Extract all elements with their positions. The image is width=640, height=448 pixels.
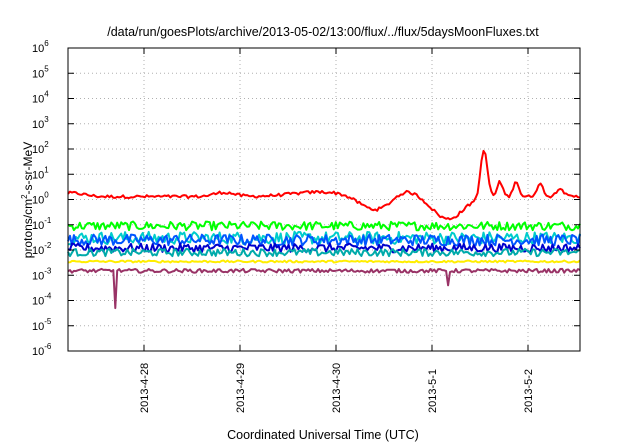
y-tick-exponent: -2 xyxy=(44,241,52,250)
y-tick-label: 10-3 xyxy=(32,266,52,282)
y-tick-exponent: 3 xyxy=(44,115,49,124)
y-tick-exponent: 4 xyxy=(44,90,49,99)
chart-title: /data/run/goesPlots/archive/2013-05-02/1… xyxy=(107,25,539,39)
y-label-prefix: protons/cm xyxy=(21,199,35,258)
y-label-suffix: -s-sr-MeV xyxy=(21,142,35,195)
y-tick-exponent: -6 xyxy=(44,342,52,351)
series-line xyxy=(67,149,581,221)
x-axis-label: Coordinated Universal Time (UTC) xyxy=(227,428,419,442)
y-tick-label: 105 xyxy=(32,64,49,80)
y-tick-label: 10-6 xyxy=(32,342,52,358)
x-tick-label: 2013-4-30 xyxy=(331,363,343,413)
y-tick-label: 104 xyxy=(32,90,49,106)
x-tick-label: 2013-4-28 xyxy=(139,363,151,413)
y-tick-label: 10-5 xyxy=(32,317,52,333)
series-line xyxy=(67,267,581,310)
grid-lines xyxy=(68,48,580,351)
series-group xyxy=(67,149,581,310)
y-tick-label: 10-4 xyxy=(32,292,52,308)
y-label-sup: 2 xyxy=(20,194,29,199)
x-tick-label: 2013-4-29 xyxy=(235,363,247,413)
y-tick-exponent: -5 xyxy=(44,317,52,326)
y-tick-label: 106 xyxy=(32,39,49,55)
y-tick-exponent: 1 xyxy=(44,165,49,174)
y-tick-exponent: 5 xyxy=(44,64,49,73)
y-tick-exponent: -1 xyxy=(44,216,52,225)
x-tick-label: 2013-5-2 xyxy=(523,369,535,413)
y-tick-exponent: -3 xyxy=(44,266,52,275)
series-line xyxy=(67,259,581,264)
series-line xyxy=(67,220,581,232)
y-axis-label: protons/cm2-s-sr-MeV xyxy=(20,142,35,258)
x-axis: 2013-4-28 2013-4-29 2013-4-30 2013-5-1 2013-… xyxy=(139,48,535,413)
series-line xyxy=(67,233,581,247)
y-axis: 10-610-510-410-310-210-11001011021031041… xyxy=(32,39,580,358)
y-tick-exponent: 2 xyxy=(44,140,49,149)
series-line xyxy=(67,247,581,258)
x-tick-label: 2013-5-1 xyxy=(427,369,439,413)
y-tick-label: 103 xyxy=(32,115,49,131)
series-line xyxy=(67,242,581,254)
y-tick-exponent: 6 xyxy=(44,39,49,48)
y-tick-exponent: -4 xyxy=(44,292,52,301)
y-tick-exponent: 0 xyxy=(44,191,49,200)
